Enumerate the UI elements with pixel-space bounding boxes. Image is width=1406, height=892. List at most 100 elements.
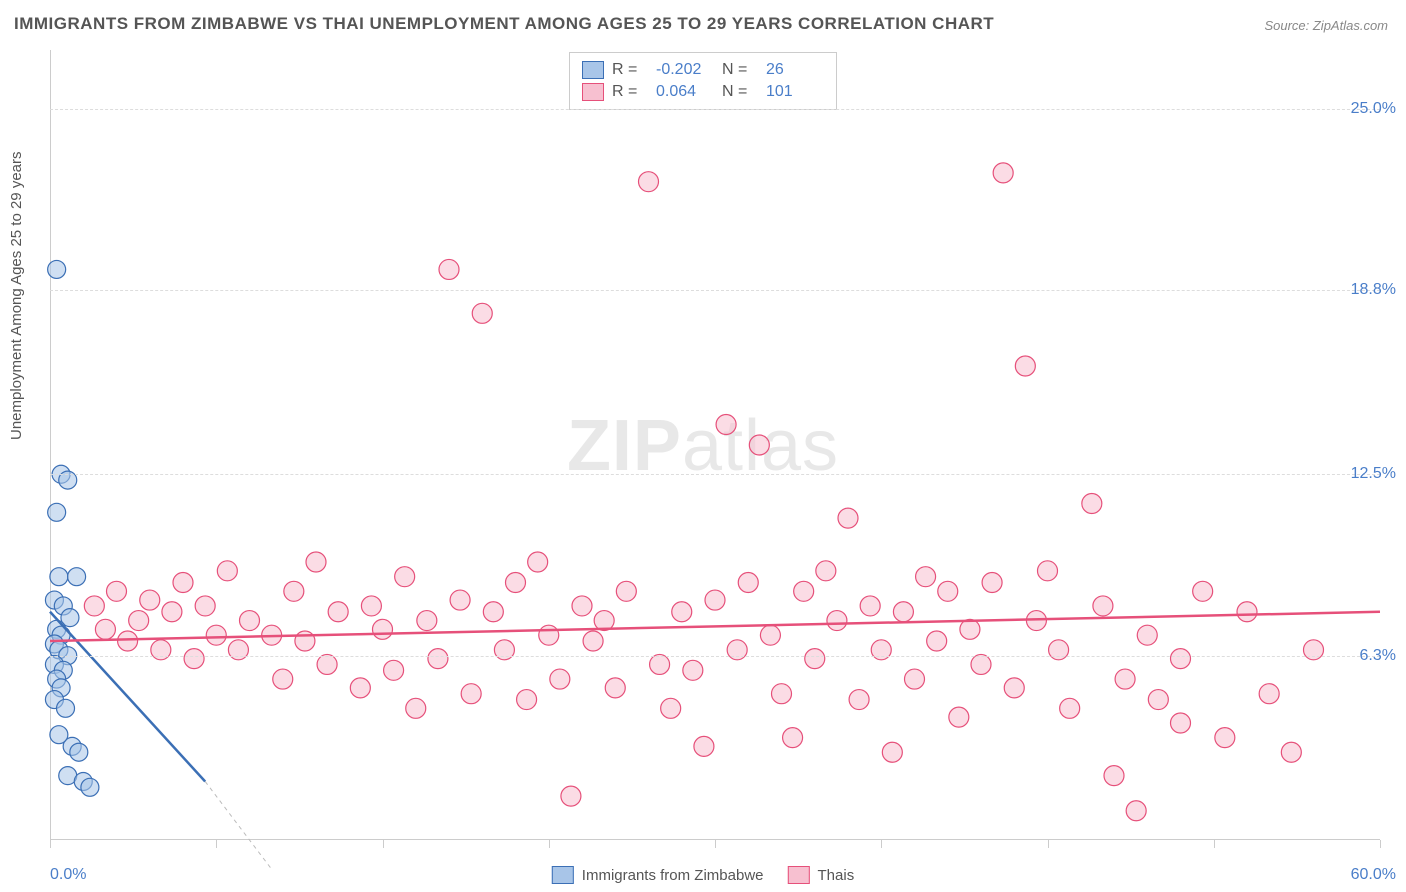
data-point [306,552,326,572]
data-point [417,611,437,631]
data-point [705,590,725,610]
x-tick [549,840,550,848]
data-point [68,568,86,586]
data-point [1126,801,1146,821]
data-point [406,698,426,718]
data-point [317,654,337,674]
data-point [1171,713,1191,733]
data-point [1171,649,1191,669]
data-point [95,619,115,639]
data-point [605,678,625,698]
data-point [50,726,68,744]
data-point [738,573,758,593]
data-point [616,581,636,601]
data-point [661,698,681,718]
data-point [772,684,792,704]
trend-line-extrapolation [205,781,272,869]
data-point [749,435,769,455]
data-point [284,581,304,601]
data-point [871,640,891,660]
data-point [57,699,75,717]
data-point [1115,669,1135,689]
data-point [217,561,237,581]
legend-series-label: Immigrants from Zimbabwe [582,867,764,884]
n-value: 26 [766,61,824,79]
data-point [971,654,991,674]
y-tick-label: 12.5% [1351,465,1396,483]
data-point [151,640,171,660]
data-point [838,508,858,528]
x-tick [715,840,716,848]
y-tick-label: 25.0% [1351,100,1396,118]
data-point [48,503,66,521]
data-point [905,669,925,689]
data-point [716,415,736,435]
x-tick [1214,840,1215,848]
data-point [273,669,293,689]
legend-swatch [788,866,810,884]
data-point [461,684,481,704]
x-tick [881,840,882,848]
legend-stats: R =-0.202N =26R =0.064N =101 [569,52,837,110]
n-label: N = [722,61,758,79]
data-point [672,602,692,622]
data-point [683,660,703,680]
data-point [1015,356,1035,376]
data-point [384,660,404,680]
x-tick [1048,840,1049,848]
x-tick [1380,840,1381,848]
gridline [50,474,1380,475]
data-point [550,669,570,689]
data-point [882,742,902,762]
legend-series-label: Thais [818,867,855,884]
data-point [506,573,526,593]
data-point [916,567,936,587]
data-point [650,654,670,674]
data-point [794,581,814,601]
data-point [528,552,548,572]
y-tick-label: 18.8% [1351,281,1396,299]
legend-stat-row: R =-0.202N =26 [582,59,824,81]
data-point [1104,766,1124,786]
data-point [572,596,592,616]
n-value: 101 [766,83,824,101]
data-point [195,596,215,616]
scatter-plot-svg [50,50,1380,840]
data-point [173,573,193,593]
data-point [483,602,503,622]
data-point [472,303,492,323]
data-point [727,640,747,660]
data-point [927,631,947,651]
data-point [1148,690,1168,710]
x-tick [216,840,217,848]
data-point [228,640,248,660]
data-point [1237,602,1257,622]
data-point [48,260,66,278]
data-point [539,625,559,645]
data-point [893,602,913,622]
data-point [439,259,459,279]
data-point [350,678,370,698]
data-point [1215,728,1235,748]
r-label: R = [612,83,648,101]
data-point [1060,698,1080,718]
legend-series-item: Thais [788,866,855,884]
data-point [1093,596,1113,616]
r-value: 0.064 [656,83,714,101]
data-point [1137,625,1157,645]
data-point [162,602,182,622]
r-value: -0.202 [656,61,714,79]
data-point [1082,494,1102,514]
data-point [639,172,659,192]
legend-series-item: Immigrants from Zimbabwe [552,866,764,884]
chart-title: IMMIGRANTS FROM ZIMBABWE VS THAI UNEMPLO… [14,14,994,34]
data-point [783,728,803,748]
data-point [140,590,160,610]
legend-swatch [582,61,604,79]
data-point [1004,678,1024,698]
data-point [849,690,869,710]
data-point [583,631,603,651]
data-point [517,690,537,710]
legend-swatch [582,83,604,101]
y-tick-label: 6.3% [1360,647,1396,665]
